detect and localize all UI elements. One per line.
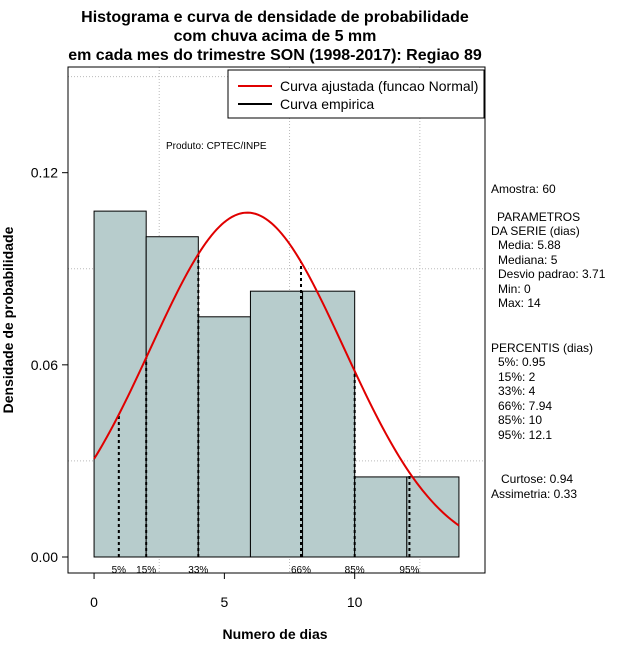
y-tick-label: 0.06	[31, 357, 58, 373]
density-curves	[93, 211, 460, 527]
stat-params-heading: PARAMETROS	[497, 210, 580, 224]
x-tick-label: 10	[347, 594, 363, 610]
legend-label-empirical: Curva empirica	[280, 96, 374, 112]
percentile-marker-label: 95%	[399, 565, 419, 576]
product-annotation: Produto: CPTEC/INPE	[166, 141, 267, 152]
chart-title-line-2: com chuva acima de 5 mm	[174, 28, 377, 45]
histogram-bar	[406, 476, 460, 558]
y-tick-label: 0.00	[31, 549, 58, 565]
stat-p66: 66%: 7.94	[498, 399, 552, 413]
histogram-bar	[197, 316, 251, 558]
stat-p95: 95%: 12.1	[498, 428, 552, 442]
legend-label-fitted: Curva ajustada (funcao Normal)	[280, 78, 478, 94]
legend-box	[227, 69, 485, 119]
x-axis-label: Numero de dias	[222, 626, 327, 642]
stat-skewness: Assimetria: 0.33	[491, 487, 577, 501]
stat-p5: 5%: 0.95	[498, 355, 546, 369]
stat-mean: Media: 5.88	[498, 238, 561, 252]
legend: Curva ajustada (funcao Normal) Curva emp…	[227, 69, 485, 119]
plot-border	[67, 66, 486, 574]
stat-max: Max: 14	[498, 296, 541, 310]
fitted-normal-curve	[93, 211, 460, 527]
chart-title-line-3: em cada mes do trimestre SON (1998-2017)…	[68, 47, 482, 64]
histogram-bar	[145, 236, 199, 558]
histogram-bar	[354, 476, 408, 558]
stat-p33: 33%: 4	[498, 384, 536, 398]
histogram-bar	[93, 210, 147, 558]
histogram-bar	[249, 290, 304, 558]
histogram-bars	[93, 210, 460, 558]
y-tick-label: 0.12	[31, 165, 58, 181]
percentile-marker-label: 5%	[112, 565, 127, 576]
y-axis-label: Densidade de probabilidade	[0, 226, 16, 413]
stat-min: Min: 0	[498, 282, 531, 296]
stat-sample: Amostra: 60	[491, 182, 556, 196]
percentile-marker-label: 15%	[136, 565, 156, 576]
stat-percentis-heading: PERCENTIS (dias)	[491, 341, 593, 355]
stat-params-subheading: DA SERIE (dias)	[491, 224, 580, 238]
histogram-bar	[302, 290, 356, 558]
stats-panel: Amostra: 60 PARAMETROS DA SERIE (dias) M…	[491, 182, 606, 501]
stat-p15: 15%: 2	[498, 370, 536, 384]
stat-median: Mediana: 5	[498, 253, 558, 267]
x-tick-label: 0	[90, 594, 98, 610]
percentile-marker-label: 85%	[345, 565, 365, 576]
percentile-marker-label: 66%	[291, 565, 311, 576]
stat-kurtosis: Curtose: 0.94	[501, 472, 573, 486]
percentile-marker-label: 33%	[188, 565, 208, 576]
stat-sd: Desvio padrao: 3.71	[498, 267, 606, 281]
x-tick-label: 5	[220, 594, 228, 610]
percentile-markers: 5% 15% 33% 66% 85% 95%	[112, 254, 420, 576]
chart-title-line-1: Histograma e curva de densidade de proba…	[81, 9, 469, 26]
stat-p85: 85%: 10	[498, 413, 542, 427]
